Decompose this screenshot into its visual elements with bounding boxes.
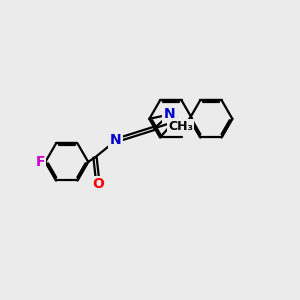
Text: S: S	[169, 115, 179, 129]
Text: O: O	[92, 177, 104, 191]
Text: CH₃: CH₃	[168, 120, 193, 133]
Text: N: N	[110, 134, 122, 148]
Text: F: F	[35, 155, 45, 169]
Text: N: N	[164, 107, 176, 122]
